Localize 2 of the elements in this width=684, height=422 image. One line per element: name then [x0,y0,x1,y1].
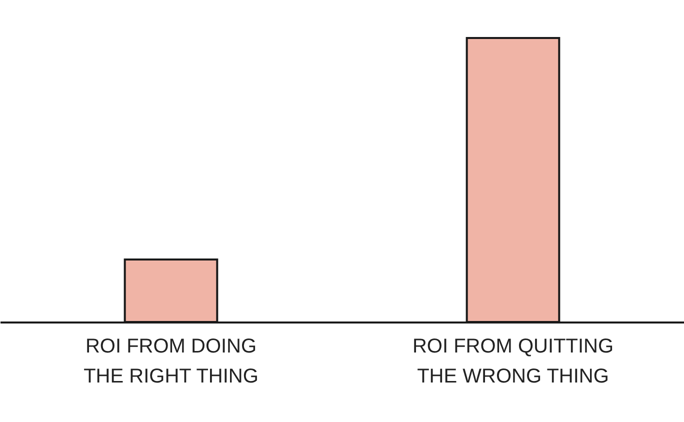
x-tick-label: ROI FROM DOING THE RIGHT THING [84,336,258,388]
x-tick-label: ROI FROM QUITTING THE WRONG THING [412,336,614,388]
